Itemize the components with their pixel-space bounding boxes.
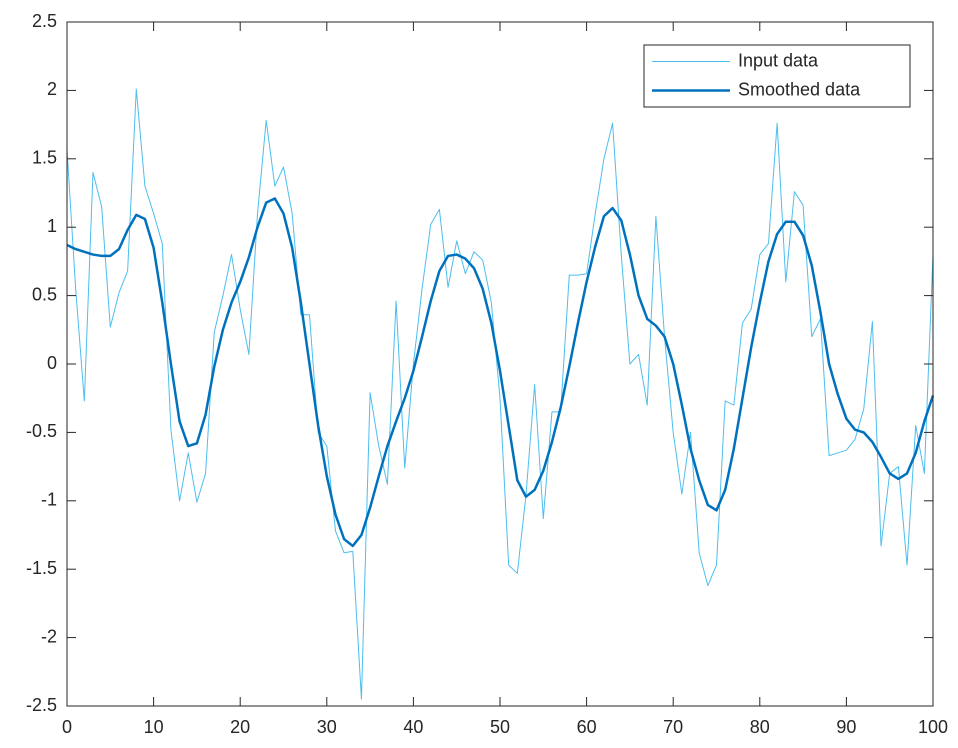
y-tick-label: 0.5 [32, 284, 57, 304]
y-tick-label: -2.5 [26, 695, 57, 715]
x-tick-label: 40 [403, 717, 423, 737]
x-tick-label: 10 [144, 717, 164, 737]
x-tick-label: 0 [62, 717, 72, 737]
x-tick-label: 70 [663, 717, 683, 737]
legend-label: Smoothed data [738, 79, 861, 99]
y-tick-label: -0.5 [26, 421, 57, 441]
y-tick-label: 1.5 [32, 148, 57, 168]
legend: Input data Smoothed data [643, 44, 911, 108]
x-tick-label: 90 [836, 717, 856, 737]
x-tick-label: 20 [230, 717, 250, 737]
x-tick-label: 50 [490, 717, 510, 737]
x-tick-label: 60 [577, 717, 597, 737]
legend-box [643, 44, 911, 108]
x-tick-label: 80 [750, 717, 770, 737]
y-tick-label: -2 [41, 626, 57, 646]
data-line [66, 197, 935, 548]
y-tick-label: -1 [41, 490, 57, 510]
legend-label: Input data [738, 50, 819, 70]
y-tick-label: 1 [47, 216, 57, 236]
x-tick-label: 30 [317, 717, 337, 737]
y-tick-label: 2.5 [32, 11, 57, 31]
x-tick-label: 100 [918, 717, 948, 737]
y-tick-label: -1.5 [26, 558, 57, 578]
y-tick-label: 2 [47, 79, 57, 99]
y-tick-label: 0 [47, 353, 57, 373]
